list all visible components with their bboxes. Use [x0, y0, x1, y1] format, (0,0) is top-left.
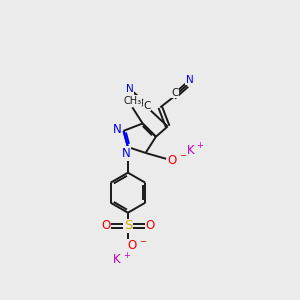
Text: CH₃: CH₃ [123, 96, 141, 106]
Text: N: N [125, 84, 133, 94]
Text: −: − [139, 237, 146, 246]
Text: C: C [171, 88, 179, 98]
Text: K: K [113, 253, 121, 266]
Text: O: O [146, 220, 154, 232]
Text: C: C [143, 101, 151, 111]
Text: K: K [187, 144, 194, 157]
Text: +: + [123, 251, 130, 260]
Text: N: N [186, 75, 194, 85]
Text: O: O [128, 239, 137, 253]
Text: N: N [122, 147, 131, 160]
Text: +: + [196, 141, 203, 150]
Text: O: O [101, 220, 110, 232]
Text: −: − [179, 151, 186, 160]
Text: O: O [167, 154, 177, 167]
Text: S: S [124, 220, 132, 232]
Text: N: N [112, 123, 122, 136]
